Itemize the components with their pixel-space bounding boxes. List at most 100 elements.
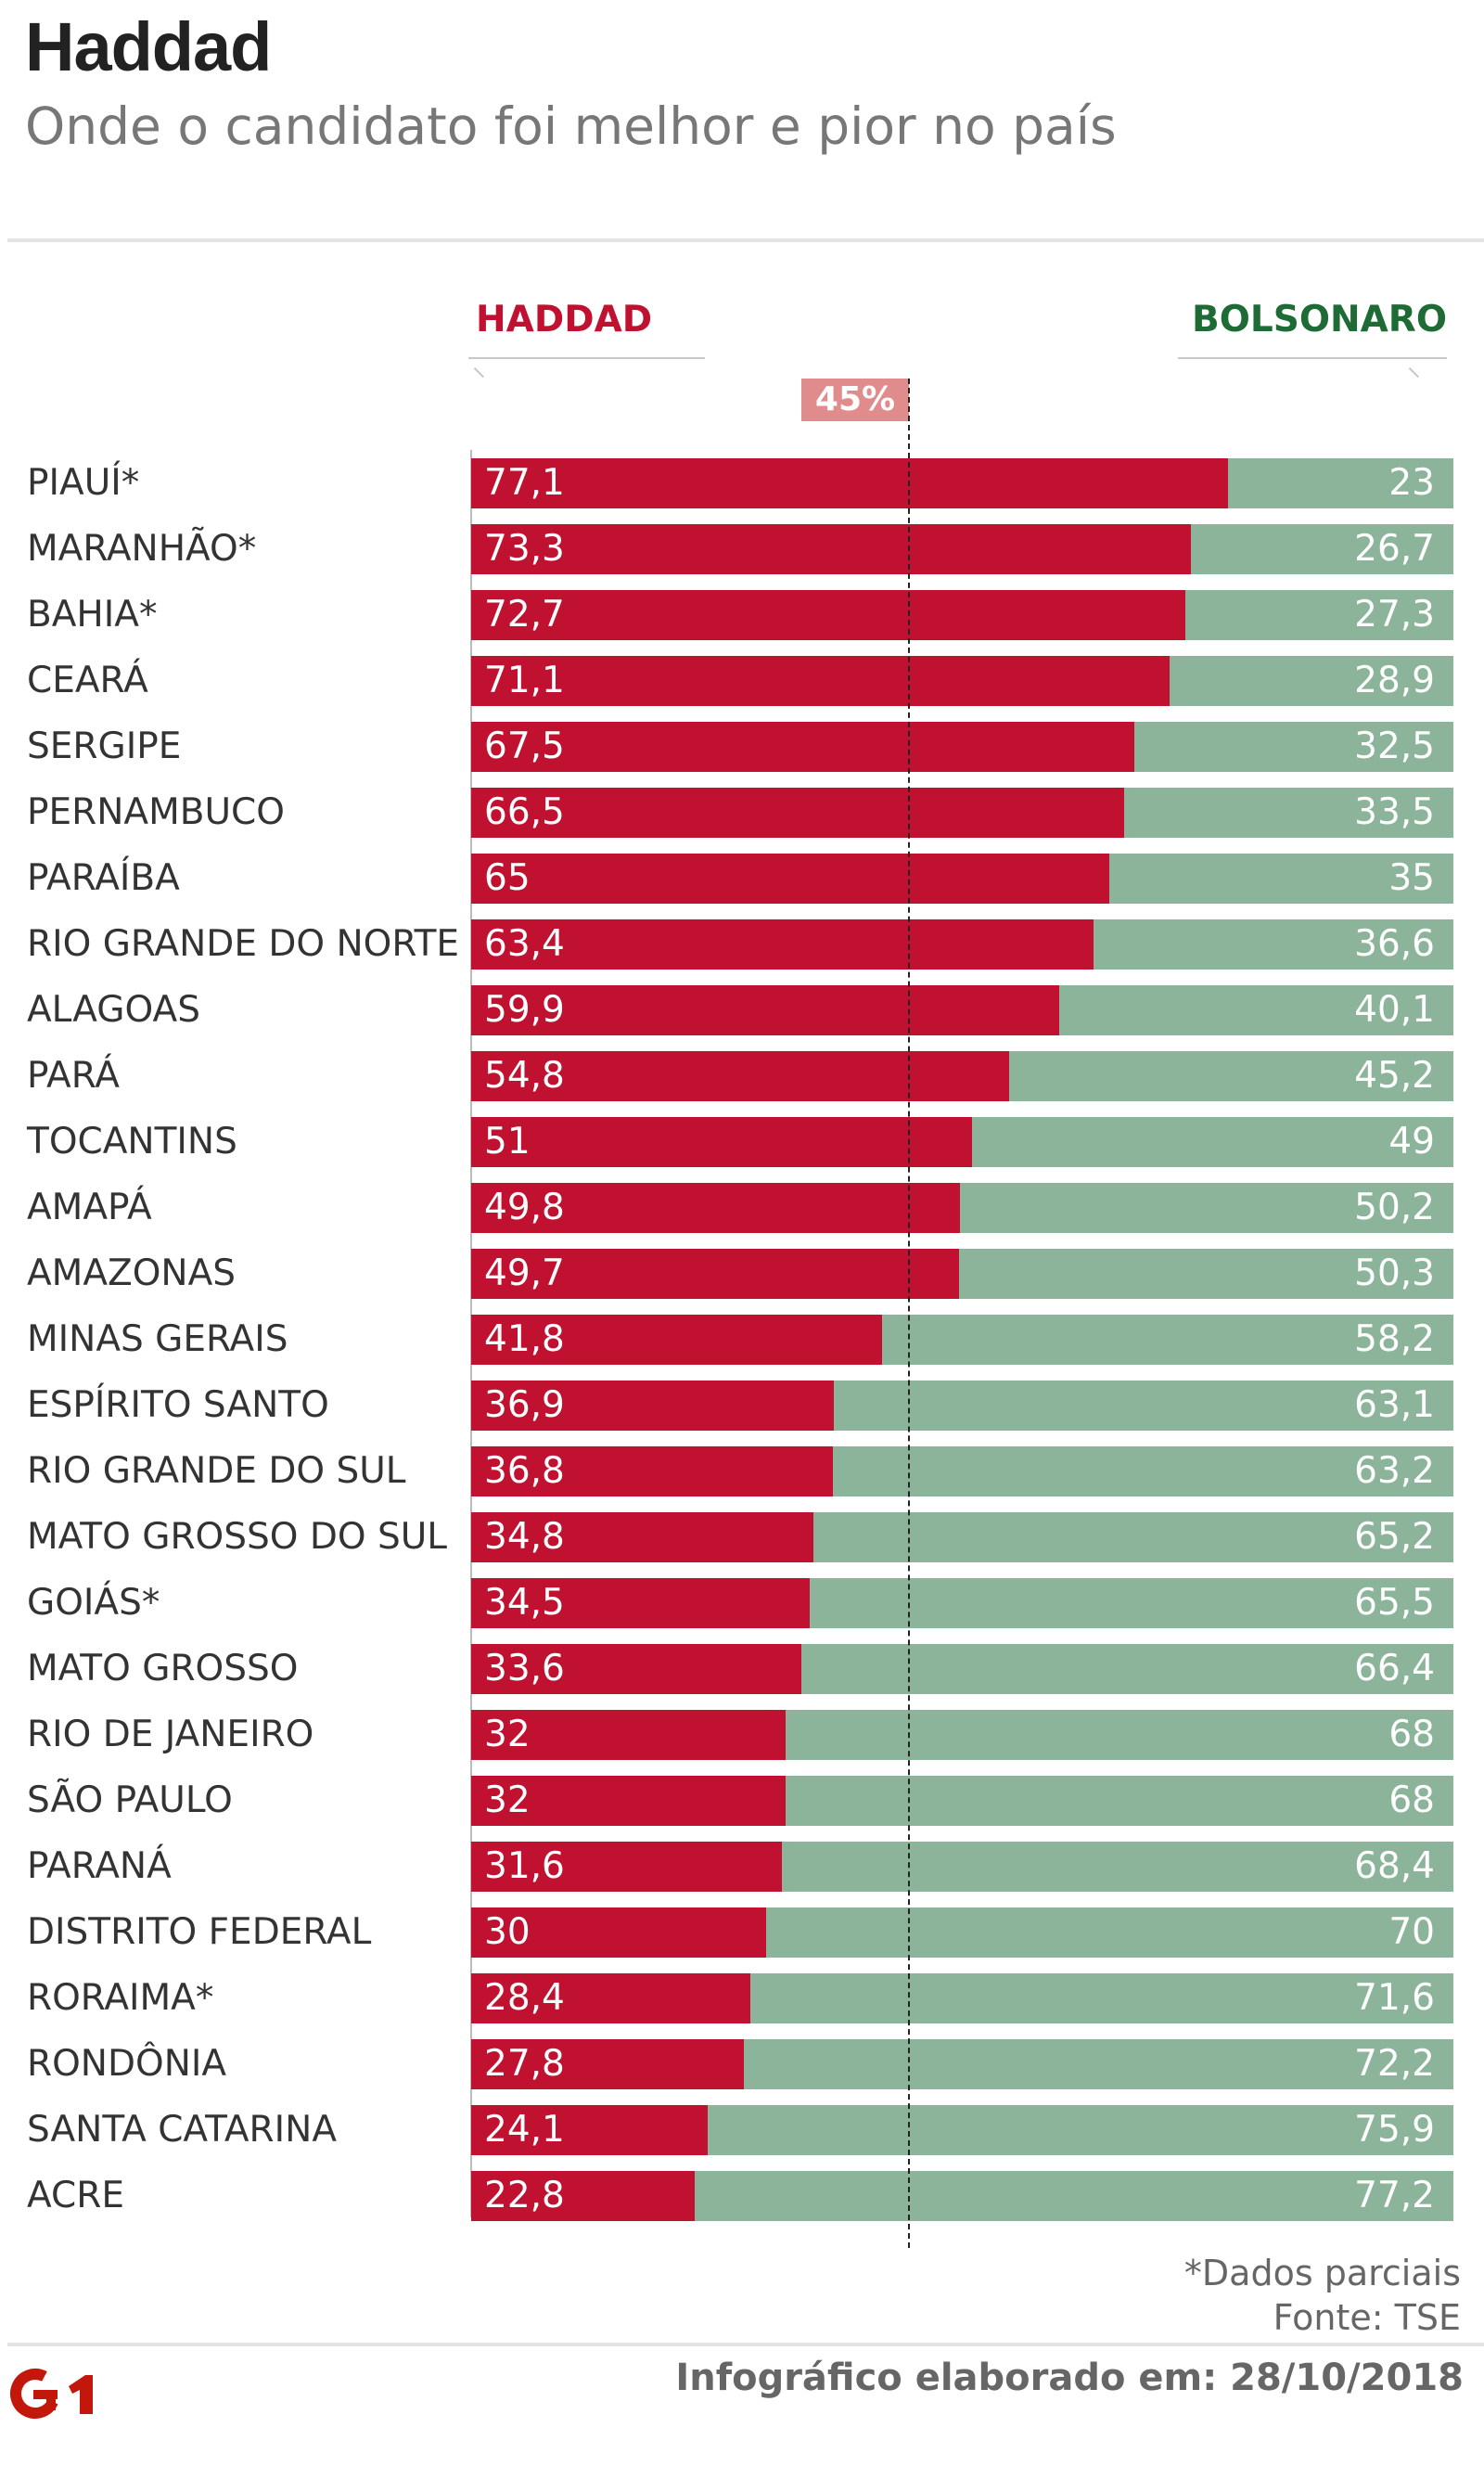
bolsonaro-bar [1059, 985, 1453, 1035]
state-label: ALAGOAS [27, 989, 200, 1031]
legend-bolsonaro-underline [1178, 357, 1447, 359]
state-label: SÃO PAULO [27, 1779, 233, 1821]
chart-row: RIO GRANDE DO SUL 36,8 63,2 [0, 1446, 1484, 1496]
haddad-bar [471, 458, 1228, 508]
chart-row: RIO GRANDE DO NORTE 63,4 36,6 [0, 919, 1484, 970]
haddad-bar [471, 1973, 750, 2023]
chart-row: BAHIA* 72,7 27,3 [0, 590, 1484, 640]
bolsonaro-value-label: 70 [1388, 1911, 1435, 1953]
state-label: MARANHÃO* [27, 528, 257, 570]
bolsonaro-value-label: 58,2 [1354, 1318, 1435, 1360]
legend-bolsonaro-pointer [1408, 358, 1428, 379]
chart-row: PARANÁ 31,6 68,4 [0, 1842, 1484, 1892]
chart-row: SERGIPE 67,5 32,5 [0, 722, 1484, 772]
haddad-bar [471, 722, 1134, 772]
haddad-value-label: 36,9 [484, 1384, 565, 1426]
haddad-value-label: 73,3 [484, 528, 565, 570]
haddad-value-label: 77,1 [484, 462, 565, 504]
chart-row: PARAÍBA 65 35 [0, 854, 1484, 904]
bolsonaro-value-label: 33,5 [1354, 791, 1435, 833]
state-label: PIAUÍ* [27, 462, 140, 504]
haddad-bar [471, 1446, 833, 1496]
haddad-value-label: 30 [484, 1911, 531, 1953]
state-label: RONDÔNIA [27, 2043, 227, 2085]
haddad-value-label: 49,7 [484, 1252, 565, 1294]
haddad-value-label: 51 [484, 1121, 531, 1162]
haddad-bar [471, 590, 1185, 640]
bolsonaro-bar [744, 2039, 1453, 2089]
haddad-bar [471, 1315, 882, 1365]
haddad-value-label: 54,8 [484, 1055, 565, 1097]
chart-row: ALAGOAS 59,9 40,1 [0, 985, 1484, 1035]
legend-haddad-pointer [473, 358, 493, 379]
haddad-value-label: 32 [484, 1779, 531, 1821]
bolsonaro-bar [959, 1249, 1453, 1299]
reference-badge: 45% [801, 379, 909, 421]
haddad-bar [471, 1776, 786, 1826]
chart-row: RIO DE JANEIRO 32 68 [0, 1710, 1484, 1760]
chart-row: RONDÔNIA 27,8 72,2 [0, 2039, 1484, 2089]
haddad-value-label: 49,8 [484, 1187, 565, 1228]
bolsonaro-bar [786, 1776, 1453, 1826]
legend-bolsonaro-label: BOLSONARO [1192, 299, 1447, 340]
bolsonaro-value-label: 63,1 [1354, 1384, 1435, 1426]
state-label: PARAÍBA [27, 857, 180, 899]
bolsonaro-bar [708, 2105, 1453, 2155]
bolsonaro-bar [1185, 590, 1453, 640]
state-label: SANTA CATARINA [27, 2109, 338, 2151]
haddad-bar [471, 1842, 782, 1892]
haddad-value-label: 36,8 [484, 1450, 565, 1492]
bolsonaro-bar [810, 1578, 1453, 1628]
chart-row: RORAIMA* 28,4 71,6 [0, 1973, 1484, 2023]
haddad-value-label: 32 [484, 1714, 531, 1755]
bolsonaro-bar [695, 2171, 1453, 2221]
bolsonaro-bar [834, 1381, 1453, 1431]
haddad-bar [471, 1183, 960, 1233]
bolsonaro-value-label: 68 [1388, 1714, 1435, 1755]
state-label: CEARÁ [27, 660, 148, 701]
chart-row: PIAUÍ* 77,1 23 [0, 458, 1484, 508]
bolsonaro-value-label: 28,9 [1354, 660, 1435, 701]
bolsonaro-bar [1124, 788, 1453, 838]
bolsonaro-value-label: 63,2 [1354, 1450, 1435, 1492]
bolsonaro-value-label: 66,4 [1354, 1648, 1435, 1689]
state-label: ACRE [27, 2175, 124, 2216]
chart-row: MINAS GERAIS 41,8 58,2 [0, 1315, 1484, 1365]
haddad-bar [471, 1249, 959, 1299]
chart-row: AMAPÁ 49,8 50,2 [0, 1183, 1484, 1233]
state-label: RIO GRANDE DO NORTE [27, 923, 460, 965]
bolsonaro-bar [960, 1183, 1453, 1233]
bolsonaro-value-label: 71,6 [1354, 1977, 1435, 2019]
state-label: MATO GROSSO [27, 1648, 299, 1689]
bolsonaro-bar [972, 1117, 1453, 1167]
source-note: Fonte: TSE [1273, 2297, 1461, 2338]
bolsonaro-value-label: 50,2 [1354, 1187, 1435, 1228]
haddad-value-label: 28,4 [484, 1977, 565, 2019]
bolsonaro-value-label: 65,5 [1354, 1582, 1435, 1624]
haddad-value-label: 63,4 [484, 923, 565, 965]
haddad-bar [471, 1578, 810, 1628]
chart-row: PARÁ 54,8 45,2 [0, 1051, 1484, 1101]
haddad-value-label: 72,7 [484, 594, 565, 636]
haddad-value-label: 67,5 [484, 726, 565, 767]
chart-row: CEARÁ 71,1 28,9 [0, 656, 1484, 706]
page-title: Haddad [25, 8, 272, 85]
bolsonaro-bar [1109, 854, 1453, 904]
state-label: GOIÁS* [27, 1582, 160, 1624]
haddad-bar [471, 788, 1124, 838]
haddad-bar [471, 1117, 972, 1167]
state-label: MATO GROSSO DO SUL [27, 1516, 447, 1558]
bolsonaro-bar [813, 1512, 1453, 1562]
haddad-bar [471, 524, 1191, 574]
haddad-bar [471, 1512, 813, 1562]
partial-data-note: *Dados parciais [1183, 2253, 1461, 2293]
haddad-value-label: 34,8 [484, 1516, 565, 1558]
state-label: AMAPÁ [27, 1187, 152, 1228]
bolsonaro-bar [833, 1446, 1453, 1496]
state-label: DISTRITO FEDERAL [27, 1911, 372, 1953]
legend-haddad-label: HADDAD [476, 299, 653, 340]
bolsonaro-value-label: 65,2 [1354, 1516, 1435, 1558]
bolsonaro-bar [801, 1644, 1453, 1694]
chart-row: MATO GROSSO 33,6 66,4 [0, 1644, 1484, 1694]
haddad-bar [471, 854, 1109, 904]
